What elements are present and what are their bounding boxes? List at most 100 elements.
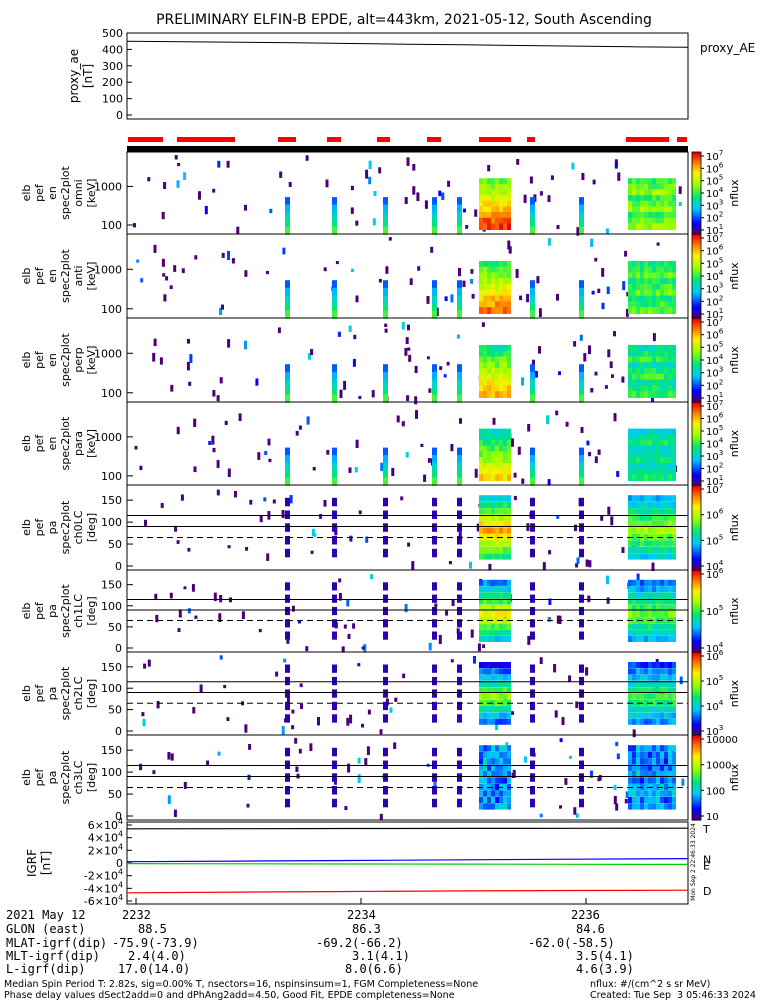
flux-cell — [479, 212, 483, 219]
flux-cell — [503, 693, 507, 700]
flux-cell — [483, 579, 487, 586]
flux-cell — [487, 611, 491, 618]
perp-colorbar-tick-label: 101 — [706, 390, 723, 405]
flux-cell — [660, 344, 664, 352]
burst-column — [457, 477, 462, 486]
flux-cell — [491, 706, 495, 713]
noise-pixel — [580, 427, 584, 433]
colorbar-cell — [692, 201, 701, 204]
noise-pixel — [357, 663, 361, 667]
burst-column — [457, 211, 462, 221]
noise-pixel — [565, 421, 569, 427]
flux-cell — [487, 217, 491, 225]
flux-cell — [487, 745, 491, 752]
noise-pixel — [361, 723, 364, 728]
noise-pixel — [492, 417, 496, 425]
ch0LC-ylabel: [deg] — [85, 513, 98, 542]
flux-cell — [628, 356, 632, 364]
flux-cell — [648, 495, 652, 502]
burst-column — [579, 689, 584, 698]
flux-cell — [672, 391, 676, 398]
flux-cell — [628, 718, 632, 725]
flux-cell — [487, 668, 491, 675]
flux-cell — [636, 680, 640, 687]
burst-column — [457, 773, 462, 782]
flux-cell — [491, 693, 495, 700]
mlt-value-2: 3.1(4.1) — [352, 949, 410, 963]
colorbar-cell — [692, 559, 701, 563]
colorbar-cell — [692, 387, 701, 390]
colorbar-cell — [692, 168, 701, 171]
burst-column — [579, 747, 584, 757]
flux-cell — [644, 706, 648, 713]
flux-cell — [668, 764, 672, 771]
colorbar-cell — [692, 798, 701, 802]
science-zone-marker — [427, 137, 441, 142]
noise-pixel — [349, 535, 353, 542]
burst-column — [579, 798, 584, 808]
burst-column — [383, 287, 388, 297]
flux-cell — [656, 745, 660, 752]
burst-column — [530, 786, 535, 795]
igrf-line-T — [126, 827, 689, 830]
flux-cell — [503, 362, 507, 369]
flux-cell — [636, 474, 640, 481]
flux-cell — [648, 379, 652, 387]
flux-cell — [495, 751, 499, 758]
flux-cell — [487, 200, 491, 208]
ch2LC-frame — [126, 651, 689, 736]
flux-cell — [479, 200, 483, 208]
colorbar-cell — [692, 516, 701, 520]
noise-pixel — [428, 642, 432, 651]
flux-cell — [507, 272, 511, 280]
noise-pixel — [554, 710, 558, 718]
noise-pixel — [550, 175, 554, 180]
burst-column — [332, 470, 337, 479]
burst-column — [579, 226, 584, 235]
burst-column — [530, 510, 535, 519]
flux-cell — [636, 579, 640, 586]
perp-frame — [126, 317, 689, 403]
burst-column — [530, 364, 535, 373]
flux-cell — [499, 718, 503, 725]
flux-cell — [672, 604, 676, 611]
flux-cell — [507, 706, 511, 713]
noise-pixel — [400, 496, 404, 501]
noise-pixel — [174, 155, 178, 160]
flux-cell — [668, 598, 672, 605]
flux-cell — [503, 598, 507, 605]
colorbar-cell — [692, 536, 701, 539]
flux-cell — [495, 521, 499, 528]
flux-cell — [636, 527, 640, 534]
burst-column — [457, 379, 462, 388]
anti-ytick-label: 100 — [101, 303, 122, 316]
burst-column — [285, 302, 290, 312]
flux-cell — [656, 771, 660, 778]
flux-cell — [668, 223, 672, 230]
flux-cell — [632, 579, 636, 586]
flux-cell — [664, 796, 668, 804]
flux-cell — [656, 796, 660, 804]
proxy-ae-ytick-label: 400 — [102, 43, 123, 56]
flux-cell — [487, 468, 491, 476]
flux-cell — [664, 307, 668, 314]
flux-cell — [503, 706, 507, 713]
noise-pixel — [163, 294, 167, 302]
flux-cell — [503, 629, 507, 636]
flux-cell — [636, 445, 640, 453]
colorbar-cell — [692, 580, 701, 583]
ch1LC-ylabel: ch1LC — [72, 594, 85, 628]
colorbar-cell — [692, 531, 701, 535]
burst-column — [457, 287, 462, 297]
flux-cell — [499, 611, 503, 618]
flux-cell — [499, 434, 503, 441]
colorbar-cell — [692, 205, 701, 208]
ch2LC-colorbar-tick-label: 106 — [706, 648, 724, 663]
flux-cell — [632, 301, 636, 309]
colorbar-cell — [692, 635, 701, 639]
noise-pixel — [404, 348, 408, 356]
flux-cell — [487, 592, 491, 599]
flux-cell — [664, 440, 668, 447]
flux-cell — [652, 200, 656, 208]
